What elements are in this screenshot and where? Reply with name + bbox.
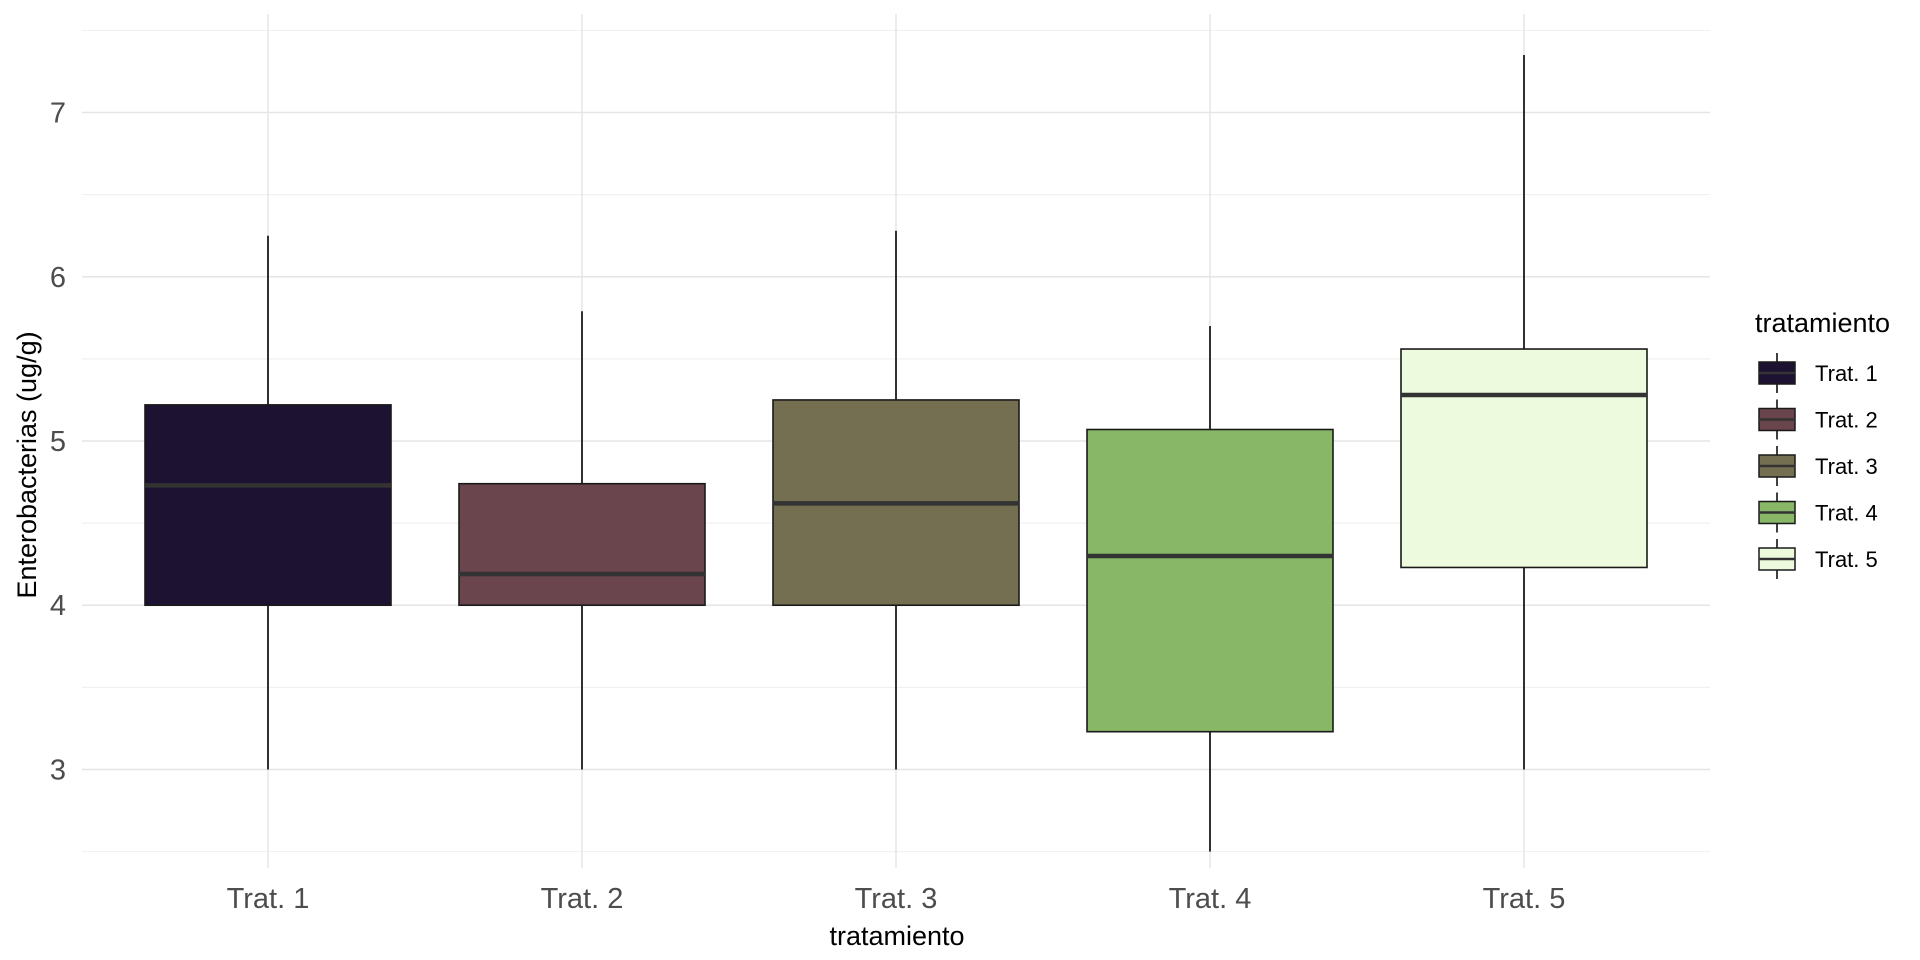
box-body — [144, 404, 392, 607]
y-tick-label: 4 — [50, 590, 66, 622]
y-tick-label: 3 — [50, 754, 66, 786]
y-tick-label: 7 — [50, 98, 66, 130]
legend-label: Trat. 1 — [1815, 361, 1878, 386]
legend-title: tratamiento — [1755, 308, 1890, 338]
boxes — [144, 55, 1648, 852]
legend-item: Trat. 4 — [1758, 492, 1878, 533]
x-tick-label: Trat. 1 — [227, 883, 310, 915]
box-1 — [144, 235, 392, 770]
box-body — [1086, 428, 1334, 733]
y-tick-label: 5 — [50, 426, 66, 458]
box-5 — [1400, 55, 1648, 770]
legend-item: Trat. 2 — [1758, 399, 1878, 440]
legend-item: Trat. 1 — [1758, 353, 1878, 393]
y-tick-label: 6 — [50, 262, 66, 294]
box-2 — [458, 311, 706, 770]
legend-label: Trat. 4 — [1815, 501, 1878, 526]
x-tick-label: Trat. 2 — [541, 883, 624, 915]
x-axis-title: tratamiento — [829, 921, 964, 951]
legend-items: Trat. 1 Trat. 2 Trat. 3 Trat. 4 Trat. 5 — [1758, 353, 1878, 579]
legend-label: Trat. 3 — [1815, 454, 1878, 479]
x-tick-label: Trat. 5 — [1483, 883, 1566, 915]
legend-label: Trat. 2 — [1815, 408, 1878, 433]
box-body — [1400, 348, 1648, 569]
box-4 — [1086, 326, 1334, 852]
legend-item: Trat. 3 — [1758, 446, 1878, 486]
box-3 — [772, 230, 1020, 770]
legend: tratamiento Trat. 1 Trat. 2 Trat. 3 Trat. 4… — [1755, 308, 1890, 579]
x-tick-label: Trat. 4 — [1169, 883, 1252, 915]
y-axis-title: Enterobacterias (ug/g) — [12, 331, 42, 598]
x-axis-ticks: Trat. 1 Trat. 2 Trat. 3 Trat. 4 Trat. 5 — [227, 883, 1566, 915]
y-axis-ticks: 3 4 5 6 7 — [50, 98, 66, 787]
legend-item: Trat. 5 — [1758, 539, 1878, 579]
x-tick-label: Trat. 3 — [855, 883, 938, 915]
box-body — [458, 482, 706, 607]
legend-label: Trat. 5 — [1815, 547, 1878, 572]
